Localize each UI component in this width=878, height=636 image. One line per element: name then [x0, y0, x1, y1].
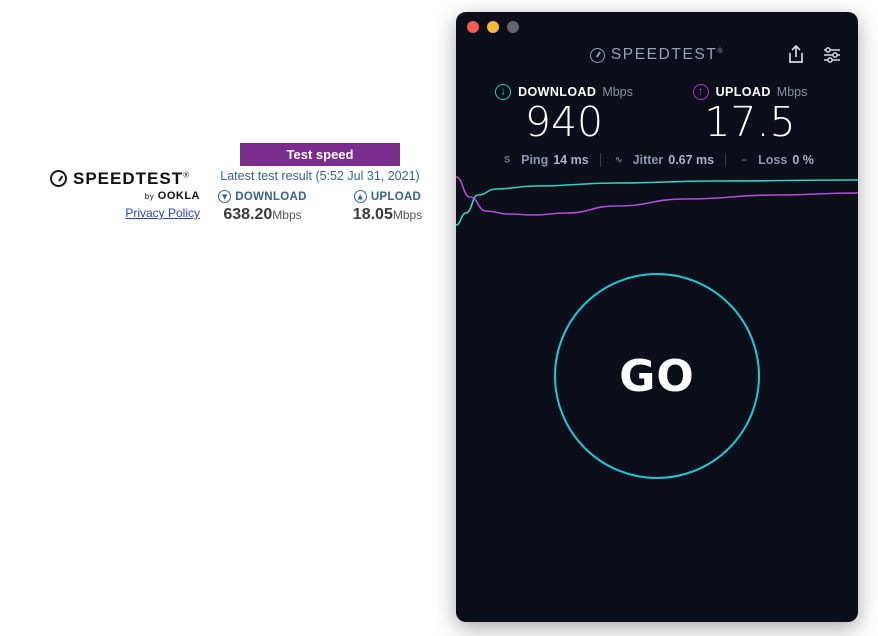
window-traffic-lights [467, 21, 519, 33]
ping-icon: S [504, 154, 511, 165]
loss-icon: – [741, 154, 747, 165]
up-arrow-icon: ↑ [692, 84, 709, 100]
loss-stat: – Loss 0 % [726, 153, 825, 167]
jitter-value: 0.67 ms [668, 153, 715, 168]
speedtest-gauge-icon [589, 47, 605, 63]
app-download-header: ↓ DOWNLOAD Mbps [489, 84, 639, 100]
stat-divider [599, 153, 601, 168]
widget-ookla-line: by OOKLA [50, 190, 200, 202]
app-connection-stats: S Ping 14 ms ∿ Jitter 0.67 ms – Loss 0 % [456, 153, 858, 168]
app-title: SPEEDTEST® [610, 46, 725, 63]
app-upload-unit: Mbps [776, 85, 808, 99]
go-button-label: GO [619, 350, 695, 402]
privacy-policy-link[interactable]: Privacy Policy [125, 206, 200, 220]
graph-line-upload [456, 176, 858, 216]
widget-brand-name: SPEEDTEST® [73, 169, 190, 188]
app-upload-result: ↑ UPLOAD Mbps 17.5 [675, 84, 825, 144]
widget-upload-unit: Mbps [392, 208, 423, 222]
app-upload-label: UPLOAD [715, 85, 771, 99]
ping-value: 14 ms [553, 153, 589, 168]
jitter-label: Jitter [632, 153, 664, 168]
share-icon[interactable] [786, 44, 806, 71]
app-download-label: DOWNLOAD [518, 85, 597, 99]
jitter-stat: ∿ Jitter 0.67 ms [601, 153, 725, 167]
speedtest-app-window: SPEEDTEST® [456, 12, 858, 622]
app-upload-header: ↑ UPLOAD Mbps [675, 84, 825, 100]
widget-download-value-row: 638.20Mbps [200, 206, 325, 224]
app-header: SPEEDTEST® [456, 42, 858, 76]
app-results-row: ↓ DOWNLOAD Mbps 940 ↑ UPLOAD Mbps 17.5 [456, 84, 858, 144]
go-section: GO [456, 231, 858, 551]
app-results: ↓ DOWNLOAD Mbps 940 ↑ UPLOAD Mbps 17.5 [456, 76, 858, 168]
speedtest-widget: SPEEDTEST® by OOKLA Privacy Policy Test … [45, 140, 422, 240]
widget-upload-label: UPLOAD [370, 190, 422, 203]
widget-download-label: DOWNLOAD [235, 190, 307, 203]
widget-branding: SPEEDTEST® by OOKLA Privacy Policy [50, 170, 200, 220]
speed-graph-svg [456, 176, 858, 226]
app-header-actions [786, 44, 844, 71]
speed-graph [456, 173, 858, 231]
latest-test-result-label: Latest test result (5:52 Jul 31, 2021) [220, 169, 420, 183]
widget-download-value: 638.20 [223, 206, 273, 223]
test-speed-button[interactable]: Test speed [240, 143, 400, 166]
window-titlebar [456, 12, 858, 42]
app-download-result: ↓ DOWNLOAD Mbps 940 [489, 84, 639, 144]
widget-download-header: ▼ DOWNLOAD [200, 190, 325, 203]
widget-by-label: by [144, 192, 155, 201]
down-arrow-icon: ↓ [495, 84, 512, 100]
settings-sliders-icon[interactable] [822, 45, 844, 70]
app-upload-value: 17.5 [704, 98, 796, 146]
app-download-value: 940 [524, 98, 604, 146]
minimize-button[interactable] [487, 21, 499, 33]
widget-ookla-name: OOKLA [157, 190, 200, 202]
widget-upload-header: ▲ UPLOAD [325, 190, 450, 203]
graph-line-download [456, 179, 858, 226]
app-download-unit: Mbps [602, 85, 633, 99]
speedtest-gauge-icon [50, 170, 67, 187]
widget-upload-value: 18.05 [352, 206, 393, 223]
ping-label: Ping [521, 153, 549, 168]
loss-label: Loss [758, 153, 788, 168]
widget-download-unit: Mbps [272, 208, 302, 222]
loss-value: 0 % [792, 153, 814, 168]
ping-stat: S Ping 14 ms [489, 153, 600, 167]
app-logo: SPEEDTEST® [456, 46, 858, 64]
widget-trademark: ® [183, 170, 190, 180]
app-trademark: ® [717, 47, 725, 55]
widget-download-column: ▼ DOWNLOAD 638.20Mbps [200, 190, 325, 224]
close-button[interactable] [467, 21, 479, 33]
go-button[interactable]: GO [554, 273, 760, 480]
widget-upload-column: ▲ UPLOAD 18.05Mbps [325, 190, 450, 224]
down-arrow-icon: ▼ [218, 190, 232, 203]
widget-results: ▼ DOWNLOAD 638.20Mbps ▲ UPLOAD 18.05Mbps [200, 190, 450, 224]
stat-divider [725, 153, 727, 168]
widget-logo-row: SPEEDTEST® [50, 170, 200, 187]
widget-upload-value-row: 18.05Mbps [325, 206, 450, 224]
jitter-icon: ∿ [614, 154, 623, 165]
zoom-button[interactable] [507, 21, 519, 33]
up-arrow-icon: ▲ [353, 190, 367, 203]
